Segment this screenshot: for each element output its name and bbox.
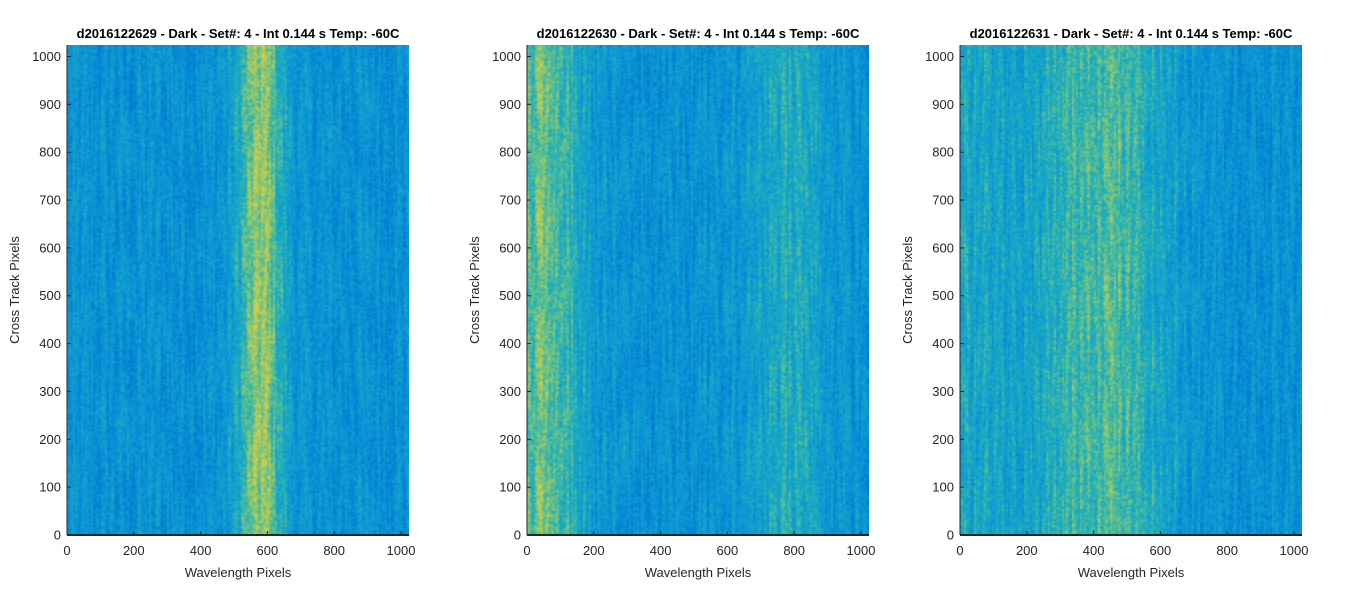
y-tick-label: 700	[499, 193, 521, 208]
chart-1: 0 200 400 600 800 1000 0 100 200 300 400 500 600 700 8…	[7, 26, 415, 580]
y-axis-label: Cross Track Pixels	[467, 236, 482, 344]
y-tick-label: 1000	[492, 49, 521, 64]
heatmap-image	[960, 45, 1302, 535]
chart-3: 0 200 400 600 800 1000 0 100 200 300 400 500 600 700 8…	[900, 26, 1308, 580]
x-tick-label: 600	[717, 543, 739, 558]
x-tick-label: 800	[783, 543, 805, 558]
y-tick-label: 0	[54, 528, 61, 543]
x-tick-label: 1000	[1280, 543, 1309, 558]
y-tick-label: 200	[932, 432, 954, 447]
y-tick-label: 500	[932, 288, 954, 303]
y-tick-label: 500	[39, 288, 61, 303]
y-tick-label: 400	[499, 336, 521, 351]
chart-title: d2016122629 - Dark - Set#: 4 - Int 0.144…	[77, 26, 400, 41]
x-tick-label: 0	[63, 543, 70, 558]
y-tick-label: 900	[39, 97, 61, 112]
y-tick-label: 100	[499, 480, 521, 495]
y-axis-label: Cross Track Pixels	[900, 236, 915, 344]
y-tick-label: 900	[499, 97, 521, 112]
y-tick-label: 200	[39, 432, 61, 447]
y-tick-label: 100	[932, 480, 954, 495]
chart-title: d2016122630 - Dark - Set#: 4 - Int 0.144…	[537, 26, 860, 41]
y-tick-label: 300	[932, 384, 954, 399]
y-tick-label: 800	[499, 145, 521, 160]
x-tick-label: 600	[257, 543, 279, 558]
y-tick-label: 500	[499, 288, 521, 303]
y-tick-label: 400	[932, 336, 954, 351]
y-tick-label: 100	[39, 480, 61, 495]
x-tick-label: 600	[1150, 543, 1172, 558]
chart-2: 0 200 400 600 800 1000 0 100 200 300 400 500 600 700 8…	[467, 26, 875, 580]
y-tick-label: 900	[932, 97, 954, 112]
x-tick-label: 0	[523, 543, 530, 558]
y-tick-label: 400	[39, 336, 61, 351]
x-axis-label: Wavelength Pixels	[185, 565, 292, 580]
y-tick-label: 700	[932, 193, 954, 208]
x-tick-label: 800	[323, 543, 345, 558]
heatmap-image	[527, 45, 869, 535]
x-tick-label: 400	[650, 543, 672, 558]
x-tick-label: 200	[583, 543, 605, 558]
x-tick-label: 1000	[847, 543, 876, 558]
x-tick-label: 400	[1083, 543, 1105, 558]
x-tick-label: 800	[1216, 543, 1238, 558]
y-tick-label: 1000	[925, 49, 954, 64]
y-tick-label: 0	[514, 528, 521, 543]
y-tick-label: 200	[499, 432, 521, 447]
y-tick-label: 800	[39, 145, 61, 160]
y-tick-label: 300	[499, 384, 521, 399]
x-axis-label: Wavelength Pixels	[645, 565, 752, 580]
y-axis-label: Cross Track Pixels	[7, 236, 22, 344]
x-tick-label: 0	[956, 543, 963, 558]
x-tick-label: 1000	[387, 543, 416, 558]
x-tick-label: 200	[123, 543, 145, 558]
chart-title: d2016122631 - Dark - Set#: 4 - Int 0.144…	[970, 26, 1293, 41]
y-tick-label: 800	[932, 145, 954, 160]
x-tick-label: 200	[1016, 543, 1038, 558]
y-tick-label: 600	[932, 240, 954, 255]
y-tick-label: 0	[947, 528, 954, 543]
y-tick-label: 600	[499, 240, 521, 255]
y-tick-label: 300	[39, 384, 61, 399]
y-tick-label: 700	[39, 193, 61, 208]
x-axis-label: Wavelength Pixels	[1078, 565, 1185, 580]
heatmap-image	[67, 45, 409, 535]
x-tick-label: 400	[190, 543, 212, 558]
y-tick-label: 600	[39, 240, 61, 255]
y-tick-label: 1000	[32, 49, 61, 64]
